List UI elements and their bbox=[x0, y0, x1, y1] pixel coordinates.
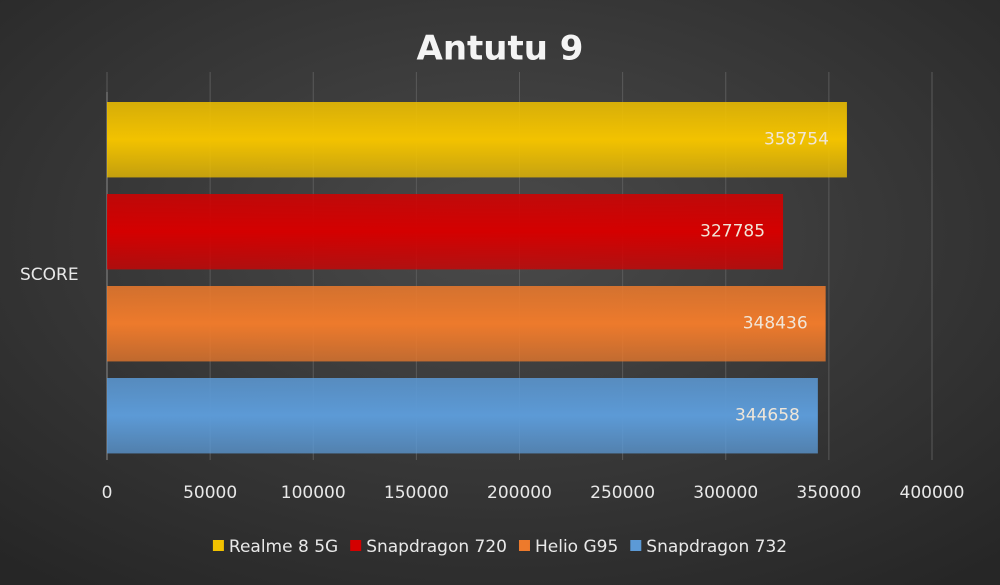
bar bbox=[107, 286, 826, 362]
legend-swatch bbox=[212, 540, 224, 551]
x-tick-label: 350000 bbox=[796, 483, 861, 503]
chart-title: Antutu 9 bbox=[417, 29, 584, 69]
legend-swatch bbox=[518, 540, 530, 551]
value-label: 358754 bbox=[764, 130, 829, 150]
legend-label: Realme 8 5G bbox=[229, 537, 338, 557]
bar bbox=[107, 102, 847, 178]
y-tick-label: SCORE bbox=[20, 265, 79, 285]
value-label: 344658 bbox=[735, 406, 800, 426]
x-tick-label: 200000 bbox=[487, 483, 552, 503]
x-tick-label: 150000 bbox=[384, 483, 449, 503]
legend-swatch bbox=[630, 540, 642, 551]
bar bbox=[107, 194, 784, 270]
value-label: 327785 bbox=[700, 222, 765, 242]
x-tick-label: 250000 bbox=[590, 483, 655, 503]
value-label: 348436 bbox=[743, 314, 808, 334]
legend-label: Snapdragon 732 bbox=[646, 537, 787, 557]
x-tick-label: 400000 bbox=[900, 483, 965, 503]
x-tick-label: 0 bbox=[102, 483, 113, 503]
legend-label: Snapdragon 720 bbox=[366, 537, 507, 557]
x-tick-label: 100000 bbox=[281, 483, 346, 503]
x-tick-label: 300000 bbox=[693, 483, 758, 503]
legend-label: Helio G95 bbox=[535, 537, 618, 557]
legend-swatch bbox=[350, 540, 362, 551]
bar bbox=[107, 378, 818, 454]
x-tick-label: 50000 bbox=[183, 483, 237, 503]
